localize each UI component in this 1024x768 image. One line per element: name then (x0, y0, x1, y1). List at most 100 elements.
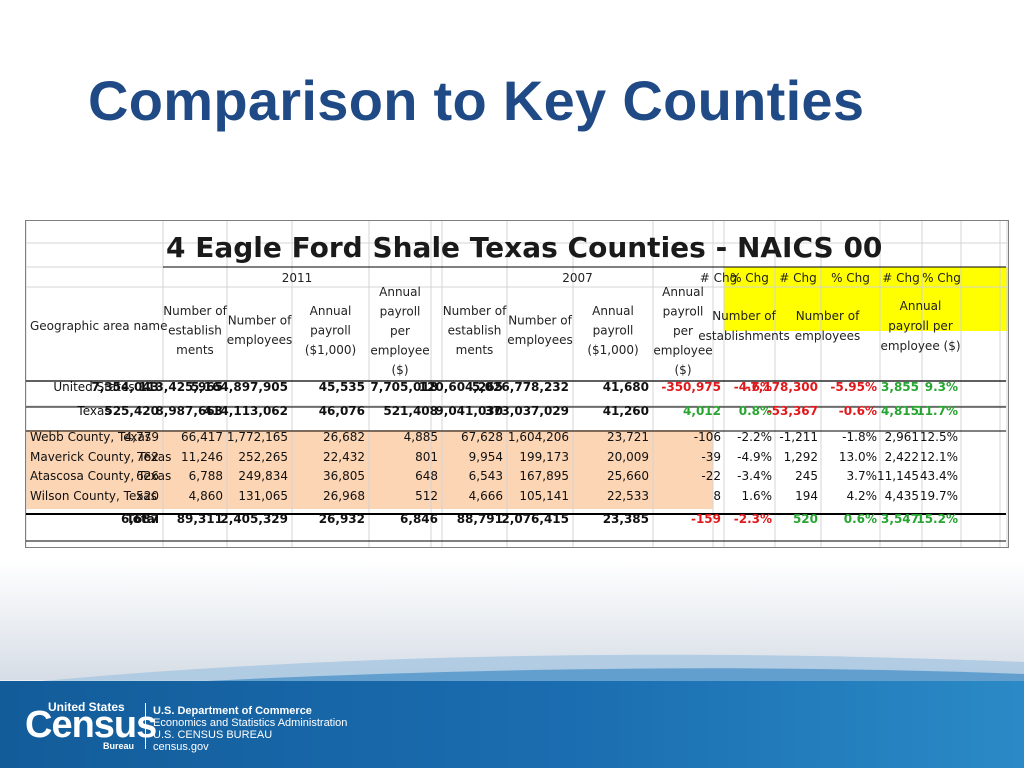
column-header-line: employees (507, 333, 572, 347)
table-cell: 414,113,062 (204, 404, 288, 418)
table-cell: 648 (415, 469, 438, 483)
change-cell: -4.9% (737, 450, 772, 464)
table-cell: 20,009 (607, 450, 649, 464)
table-cell: 6,788 (189, 469, 223, 483)
table-cell: 88,791 (457, 512, 503, 526)
chg-group-header-line: Annual (900, 299, 942, 313)
column-header-line: employee (370, 344, 429, 358)
row-name: Total (126, 512, 159, 526)
column-header-line: per (390, 324, 410, 338)
table-cell: 45,535 (319, 380, 365, 394)
census-logo: United States Census Bureau (25, 700, 157, 752)
change-cell: -22 (701, 469, 721, 483)
table-cell: 512 (415, 489, 438, 503)
footer-divider (145, 703, 146, 749)
column-header-line: establish (168, 324, 222, 338)
change-cell: -7,178,300 (745, 380, 818, 394)
column-header-line: Annual (310, 304, 352, 318)
change-cell: 4,435 (885, 489, 919, 503)
logo-main-text: Census (25, 704, 157, 746)
department-block: U.S. Department of Commerce Economics an… (153, 705, 347, 753)
dept-line-4: census.gov (153, 741, 209, 753)
table-cell: 2,405,329 (220, 512, 288, 526)
table-cell: 6,543 (469, 469, 503, 483)
table-cell: 626 (136, 469, 159, 483)
table-cell: 373,037,029 (485, 404, 569, 418)
table-cell: 762 (136, 450, 159, 464)
change-cell: 4,012 (683, 404, 721, 418)
table-svg: 4 Eagle Ford Shale Texas Counties - NAIC… (26, 221, 1008, 547)
table-cell: 525,420 (104, 404, 159, 418)
row-name: Texas (76, 404, 110, 418)
change-cell: 0.6% (844, 512, 877, 526)
table-cell: 22,533 (607, 489, 649, 503)
change-cell: -39 (701, 450, 721, 464)
table-cell: 252,265 (238, 450, 288, 464)
change-cell: 12.1% (920, 450, 958, 464)
change-cell: 3,547 (881, 512, 919, 526)
column-header-line: Annual (592, 304, 634, 318)
change-cell: 3.7% (847, 469, 878, 483)
slide-title: Comparison to Key Counties (88, 69, 865, 132)
change-cell: 8 (713, 489, 721, 503)
table-cell: 26,968 (323, 489, 365, 503)
table-cell: 1,604,206 (508, 430, 569, 444)
column-header-line: employee (653, 344, 712, 358)
column-header-line: ($1,000) (305, 343, 356, 357)
change-cell: 1,292 (784, 450, 818, 464)
change-cell: 13.0% (839, 450, 877, 464)
change-cell: 2,422 (885, 450, 919, 464)
row-name: Webb County, Texas (30, 430, 151, 444)
row-name: Maverick County, Texas (30, 450, 171, 464)
table-cell: 4,779 (125, 430, 159, 444)
table-cell: 26,932 (319, 512, 365, 526)
dept-line-1: U.S. Department of Commerce (153, 705, 312, 717)
table-cell: 41,680 (603, 380, 649, 394)
table-cell: 26,682 (323, 430, 365, 444)
dept-line-2: Economics and Statistics Administration (153, 717, 348, 729)
table-cell: 1,772,165 (227, 430, 288, 444)
change-cell: 4.2% (847, 489, 878, 503)
chg-group-header-line: Number of (712, 309, 776, 323)
table-cell: 7,705,018 (370, 380, 438, 394)
table-cell: 22,432 (323, 450, 365, 464)
table-cell: 66,417 (181, 430, 223, 444)
table-cell: 41,260 (603, 404, 649, 418)
change-cell: -3.4% (737, 469, 772, 483)
change-cell: 4,815 (881, 404, 919, 418)
table-cell: 120,604,265 (419, 380, 503, 394)
table-cell: 113,425,965 (139, 380, 223, 394)
year-2007-header: 2007 (562, 271, 593, 285)
table-cell: 105,141 (519, 489, 569, 503)
table-cell: 23,721 (607, 430, 649, 444)
column-header-line: payroll (310, 324, 351, 338)
column-header-line: Number of (508, 314, 572, 328)
change-cell: 3,855 (881, 380, 919, 394)
column-header-line: ments (456, 343, 494, 357)
table-cell: 801 (415, 450, 438, 464)
change-cell: -0.6% (839, 404, 877, 418)
row-name: Atascosa County, Texas (30, 469, 171, 483)
table-cell: 89,311 (177, 512, 223, 526)
chg-group-header-line: Number of (796, 309, 860, 323)
year-2011-header: 2011 (282, 271, 313, 285)
table-cell: 199,173 (519, 450, 569, 464)
row-name: Wilson County, Texas (30, 489, 157, 503)
table-cell: 11,246 (181, 450, 223, 464)
chg-label: # Chg (882, 271, 919, 285)
change-cell: -350,975 (661, 380, 721, 394)
change-cell: 2,961 (885, 430, 919, 444)
chg-group-header-line: employees (795, 329, 860, 343)
chg-label: % Chg (831, 271, 870, 285)
change-cell: -5.95% (830, 380, 877, 394)
change-cell: 194 (795, 489, 818, 503)
table-cell: 4,885 (404, 430, 438, 444)
row-name: United States (53, 380, 134, 394)
table-cell: 8,987,663 (155, 404, 223, 418)
footer-bar (0, 681, 1024, 768)
change-cell: 15.2% (916, 512, 958, 526)
column-header-line: payroll (593, 324, 634, 338)
table-cell: 6,687 (121, 512, 159, 526)
change-cell: 19.7% (920, 489, 958, 503)
change-cell: 245 (795, 469, 818, 483)
